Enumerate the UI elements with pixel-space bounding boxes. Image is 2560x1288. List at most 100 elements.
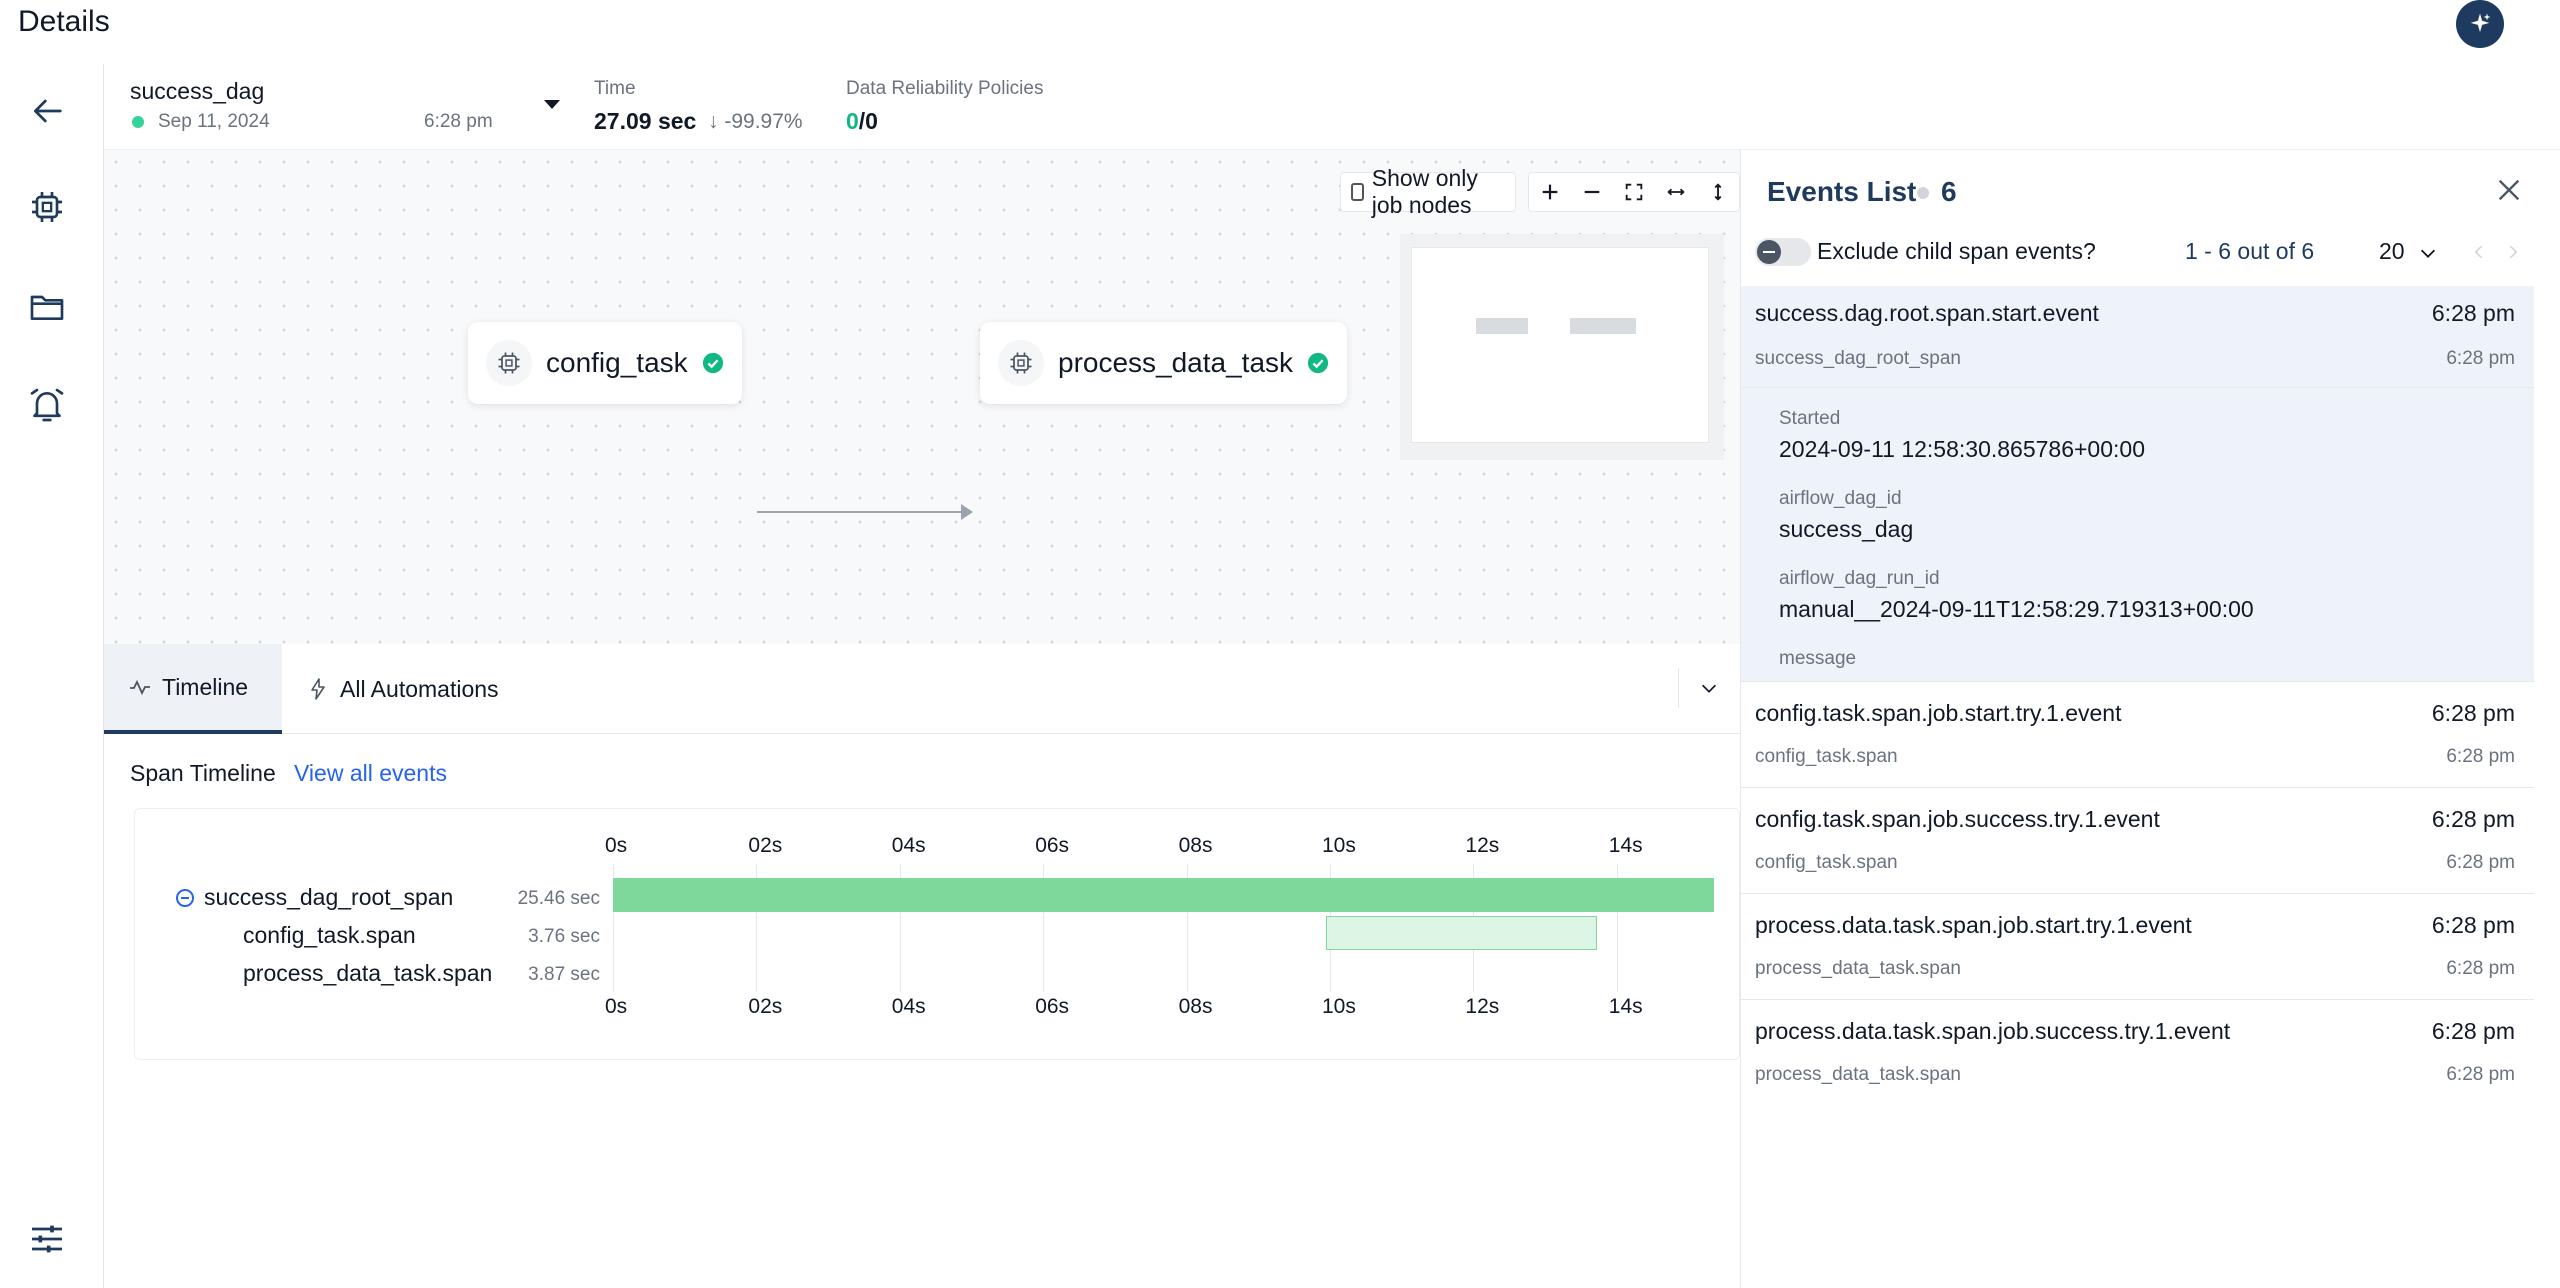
checkbox[interactable] (1351, 183, 1364, 201)
zoom-controls (1528, 172, 1740, 212)
chevron-down-icon (1701, 684, 1716, 693)
event-time: 6:28 pm (2431, 806, 2515, 832)
minimap-node (1570, 318, 1636, 334)
span-name[interactable]: success_dag_root_span (204, 884, 454, 910)
tab-all-automations[interactable]: All Automations (282, 644, 523, 734)
event-span-time: 6:28 pm (2446, 746, 2515, 767)
plus-icon (1542, 184, 1558, 200)
zoom-in-button[interactable] (1529, 173, 1571, 211)
rail-settings[interactable] (24, 1216, 70, 1262)
tick-label: 14s (1608, 995, 1643, 1018)
per-page-select[interactable]: 20 (2379, 238, 2405, 264)
event-name: process.data.task.span.job.start.try.1.e… (1755, 912, 2192, 938)
sparkle-icon (2470, 13, 2491, 33)
fit-view-button[interactable] (1613, 173, 1655, 211)
collapse-span-icon[interactable] (176, 889, 194, 907)
pager-text: 1 - 6 out of 6 (2185, 238, 2315, 264)
detail-key: airflow_dag_id (1779, 488, 1902, 509)
node-label: process_data_task (1058, 347, 1294, 378)
tick-gridline (756, 864, 758, 992)
event-time: 6:28 pm (2431, 1018, 2515, 1044)
sliders-icon (32, 1225, 62, 1253)
minimap[interactable] (1400, 234, 1724, 460)
node-process-data-task[interactable]: process_data_task (980, 322, 1348, 404)
show-only-job-nodes-checkbox[interactable]: Show only job nodes (1340, 165, 1516, 218)
chevron-left-icon[interactable] (2469, 242, 2489, 262)
view-all-events-link[interactable]: View all events (294, 760, 447, 786)
event-span: process_data_task.span (1755, 958, 1961, 979)
back-button[interactable] (24, 88, 70, 134)
tick-label: 02s (748, 995, 783, 1018)
event-name: config.task.span.job.success.try.1.event (1755, 806, 2160, 832)
tick-label: 02s (748, 834, 783, 857)
toggle-knob (1757, 240, 1781, 264)
tick-label: 04s (891, 995, 926, 1018)
dag-name[interactable]: success_dag (130, 78, 265, 104)
tick-label: 0s (605, 834, 628, 857)
event-row[interactable]: success.dag.root.span.start.event 6:28 p… (1741, 286, 2534, 388)
event-row[interactable]: config.task.span.job.success.try.1.event… (1741, 788, 2534, 894)
chevron-right-icon[interactable] (2503, 242, 2523, 262)
bottom-tabs: Timeline All Automations (104, 644, 1740, 734)
span-name[interactable]: config_task.span (243, 922, 416, 948)
lineage-canvas[interactable]: Show only job nodes (104, 150, 1740, 644)
event-name: process.data.task.span.job.success.try.1… (1755, 1018, 2231, 1044)
chevron-down-icon[interactable] (2417, 242, 2439, 264)
fit-width-button[interactable] (1655, 173, 1697, 211)
dag-date: Sep 11, 2024 (158, 111, 270, 132)
check-circle-icon (702, 352, 723, 374)
span-duration: 25.46 sec (517, 888, 600, 909)
horizontal-arrows-icon (1667, 188, 1685, 196)
tick-gridline (613, 864, 614, 992)
tick-label: 06s (1035, 995, 1070, 1018)
node-config-task[interactable]: config_task (468, 322, 742, 404)
event-name: success.dag.root.span.start.event (1755, 300, 2099, 326)
node-chip-icon (486, 340, 532, 386)
tab-timeline[interactable]: Timeline (104, 644, 282, 734)
run-header: success_dag Sep 11, 2024 6:28 pm Time 27… (104, 64, 2560, 150)
node-label: config_task (546, 347, 688, 378)
run-select-caret-icon[interactable] (544, 100, 560, 109)
minus-icon (1584, 190, 1600, 194)
event-span: config_task.span (1755, 852, 1898, 873)
event-row[interactable]: process.data.task.span.job.success.try.1… (1741, 1000, 2534, 1106)
time-label: Time (594, 78, 636, 99)
events-count: 6 (1941, 176, 1957, 207)
lightning-icon (311, 678, 325, 700)
page-title: Details (18, 5, 110, 38)
edge-arrowhead (961, 504, 973, 520)
fit-height-button[interactable] (1697, 173, 1739, 211)
rail-jobs[interactable] (24, 184, 70, 230)
event-row[interactable]: process.data.task.span.job.start.try.1.e… (1741, 894, 2534, 1000)
close-icon[interactable] (2493, 174, 2525, 206)
rail-alerts[interactable] (24, 382, 70, 428)
event-span: success_dag_root_span (1755, 348, 1961, 369)
span-duration: 3.76 sec (528, 926, 600, 947)
tick-label: 10s (1322, 834, 1356, 857)
span-bar[interactable] (1326, 916, 1597, 950)
ai-assistant-button[interactable] (2456, 0, 2504, 48)
dag-time: 6:28 pm (424, 111, 493, 132)
policies-label: Data Reliability Policies (846, 78, 1044, 99)
span-bar[interactable] (613, 878, 1714, 912)
exclude-child-toggle[interactable] (1755, 238, 1811, 266)
fullscreen-icon (1625, 183, 1643, 201)
check-circle-icon (1307, 352, 1329, 374)
event-time: 6:28 pm (2431, 300, 2515, 326)
policies-value[interactable]: 0/0 (846, 108, 878, 134)
rail-folders[interactable] (24, 284, 70, 330)
detail-key: message (1779, 648, 1857, 669)
detail-value: success_dag (1779, 516, 1914, 542)
collapse-panel-button[interactable] (1678, 668, 1738, 708)
tick-label: 04s (891, 834, 926, 857)
tick-label: 0s (605, 995, 628, 1018)
top-bar: Details (0, 0, 2560, 48)
span-name[interactable]: process_data_task.span (243, 960, 493, 986)
status-dot (132, 116, 144, 128)
event-row[interactable]: config.task.span.job.start.try.1.event 6… (1741, 682, 2534, 788)
tick-label: 14s (1608, 834, 1643, 857)
zoom-out-button[interactable] (1571, 173, 1613, 211)
detail-key: airflow_dag_run_id (1779, 568, 1940, 589)
tick-gridline (1186, 864, 1188, 992)
event-span-time: 6:28 pm (2446, 852, 2515, 873)
